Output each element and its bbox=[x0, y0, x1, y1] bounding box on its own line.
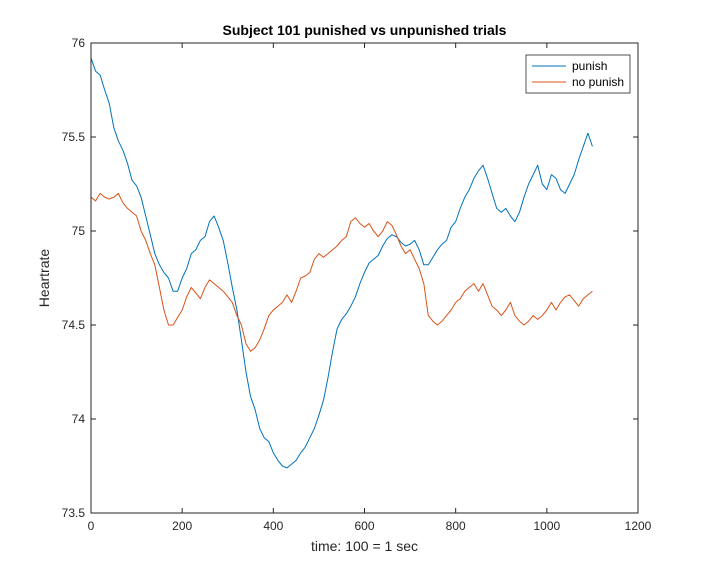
legend: punish no punish bbox=[525, 54, 631, 94]
y-tick-label: 74 bbox=[72, 412, 86, 426]
y-axis-title: Heartrate bbox=[36, 249, 52, 308]
y-tick-label: 75 bbox=[72, 224, 86, 238]
series-line-punish bbox=[90, 57, 593, 469]
x-tick-label: 600 bbox=[354, 519, 374, 533]
x-tick-label: 800 bbox=[446, 519, 466, 533]
y-tick-label: 73.5 bbox=[62, 506, 86, 520]
x-tick-label: 400 bbox=[263, 519, 283, 533]
y-tick-label: 76 bbox=[72, 36, 86, 50]
y-tick-label: 74.5 bbox=[62, 318, 86, 332]
y-tick-label: 75.5 bbox=[62, 130, 86, 144]
legend-box bbox=[525, 54, 631, 94]
x-tick-label: 0 bbox=[88, 519, 95, 533]
plot-area bbox=[91, 43, 638, 513]
series-layer bbox=[90, 57, 593, 469]
x-tick-label: 1200 bbox=[625, 519, 652, 533]
chart-title: Subject 101 punished vs unpunished trial… bbox=[223, 22, 507, 38]
x-axis-title: time: 100 = 1 sec bbox=[311, 538, 418, 554]
x-tick-label: 200 bbox=[172, 519, 192, 533]
legend-label: no punish bbox=[572, 75, 624, 89]
x-tick-label: 1000 bbox=[533, 519, 560, 533]
legend-label: punish bbox=[572, 59, 607, 73]
series-line-no-punish bbox=[90, 192, 593, 352]
ticks-layer: 0 200 400 600 800 1000 1200 73.5 74 74.5 75 75.5 76 bbox=[62, 36, 652, 533]
